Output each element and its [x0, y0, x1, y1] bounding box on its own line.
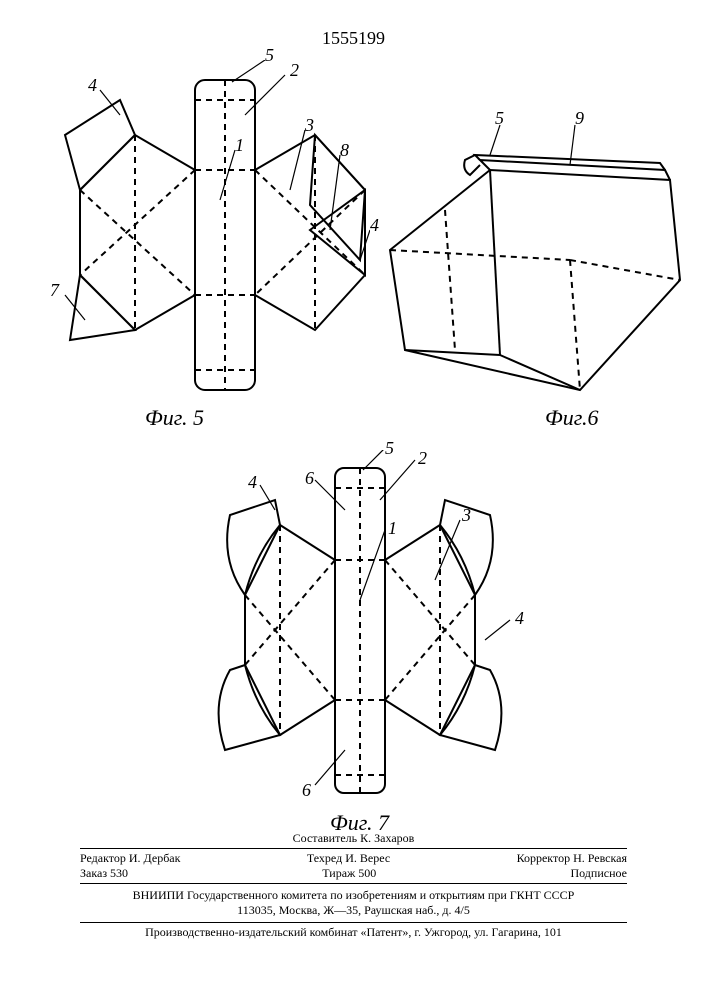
fig5-ref-3: 3: [305, 115, 314, 136]
footer-editor: Редактор И. Дербак: [80, 851, 180, 866]
fig5-ref-4a: 4: [88, 75, 97, 96]
footer-corrector: Корректор Н. Ревская: [517, 851, 627, 866]
fig5-drawing: [60, 60, 370, 410]
fig7-ref-6b: 6: [305, 468, 314, 489]
footer-addr1: 113035, Москва, Ж—35, Раушская наб., д. …: [80, 903, 627, 918]
fig7-ref-1: 1: [388, 518, 397, 539]
fig6-ref-9: 9: [575, 108, 584, 129]
fig6-caption: Фиг.6: [545, 405, 599, 431]
footer: Составитель К. Захаров Редактор И. Дерба…: [80, 831, 627, 940]
fig5-ref-2: 2: [290, 60, 299, 81]
fig5-ref-7: 7: [50, 280, 59, 301]
fig7-ref-5: 5: [385, 438, 394, 459]
footer-org2: Производственно-издательский комбинат «П…: [80, 922, 627, 940]
fig7-drawing: [185, 450, 525, 810]
fig7-ref-2: 2: [418, 448, 427, 469]
footer-tech: Техред И. Верес: [307, 851, 390, 866]
footer-compiler: Составитель К. Захаров: [80, 831, 627, 846]
fig7-ref-6a: 6: [302, 780, 311, 801]
footer-order: Заказ 530: [80, 866, 128, 881]
fig7-ref-4b: 4: [515, 608, 524, 629]
footer-org1: ВНИИПИ Государственного комитета по изоб…: [80, 888, 627, 903]
fig5-caption: Фиг. 5: [145, 405, 204, 431]
fig5-ref-5: 5: [265, 45, 274, 66]
fig6-drawing: [370, 100, 690, 420]
fig5-ref-8: 8: [340, 140, 349, 161]
fig6-ref-5: 5: [495, 108, 504, 129]
fig5-ref-1: 1: [235, 135, 244, 156]
patent-number: 1555199: [322, 28, 385, 49]
fig7-ref-3: 3: [462, 505, 471, 526]
footer-subscription: Подписное: [570, 866, 627, 881]
fig7-ref-4a: 4: [248, 472, 257, 493]
footer-circulation: Тираж 500: [322, 866, 376, 881]
